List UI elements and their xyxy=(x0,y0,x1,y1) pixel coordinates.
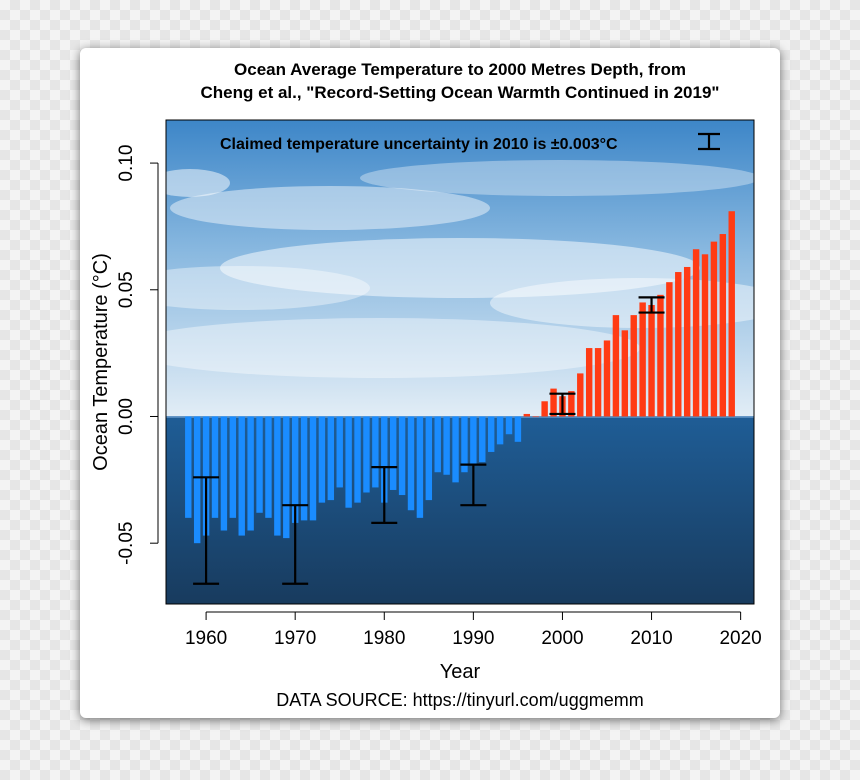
bar-1991 xyxy=(479,416,486,463)
bar-1976 xyxy=(345,416,352,508)
bar-2005 xyxy=(603,340,611,417)
bar-1996 xyxy=(523,413,531,417)
bar-2004 xyxy=(594,348,602,417)
bar-2006 xyxy=(612,315,620,417)
bar-1973 xyxy=(318,416,326,503)
bar-2019 xyxy=(728,211,735,417)
x-tick-label-2000: 2000 xyxy=(541,628,583,649)
bar-1981 xyxy=(389,416,397,490)
bar-1967 xyxy=(265,416,272,518)
y-tick-label-0: -0.05 xyxy=(116,522,137,565)
bar-2014 xyxy=(683,266,691,417)
bar-1982 xyxy=(398,416,406,496)
y-axis: -0.05 0.00 0.05 0.10 xyxy=(116,145,159,565)
bar-1989 xyxy=(461,416,468,473)
bar-1995 xyxy=(514,416,522,442)
bar-1971 xyxy=(300,416,308,521)
bar-2008 xyxy=(630,315,637,417)
bar-2003 xyxy=(585,348,593,417)
x-tick-label-2010: 2010 xyxy=(630,628,672,649)
x-axis-label: Year xyxy=(440,661,481,683)
bar-1987 xyxy=(443,416,450,475)
bar-1997 xyxy=(532,416,539,418)
bar-2011 xyxy=(657,294,664,417)
x-tick-label-2020: 2020 xyxy=(719,628,761,649)
bar-1966 xyxy=(256,416,263,513)
bar-1960 xyxy=(202,416,210,536)
bar-1958 xyxy=(185,416,192,518)
bar-1977 xyxy=(354,416,361,503)
bar-1980 xyxy=(381,416,388,503)
x-tick-label-1960: 1960 xyxy=(185,628,227,649)
bar-2015 xyxy=(692,249,700,417)
bar-1979 xyxy=(372,416,379,488)
bar-2016 xyxy=(701,254,709,417)
bar-2017 xyxy=(710,241,718,417)
bar-1999 xyxy=(550,388,557,417)
bar-1972 xyxy=(309,416,317,521)
chart-svg: Ocean Average Temperature to 2000 Metres… xyxy=(90,60,762,710)
bar-1969 xyxy=(283,416,290,539)
x-axis: 1960 1970 1980 1990 2000 2010 2020 xyxy=(185,611,762,649)
error-bar-2010 xyxy=(638,296,665,314)
bar-1962 xyxy=(220,416,228,531)
y-tick-label-3: 0.10 xyxy=(116,145,137,182)
bar-1963 xyxy=(229,416,237,518)
bar-2012 xyxy=(666,282,673,417)
x-tick-label-1980: 1980 xyxy=(363,628,405,649)
bar-2009 xyxy=(639,302,646,417)
bar-2018 xyxy=(719,234,727,417)
bar-1988 xyxy=(452,416,459,483)
error-bars-group xyxy=(193,296,665,585)
chart-title-line2: Cheng et al., "Record-Setting Ocean Warm… xyxy=(201,83,720,102)
bar-1970 xyxy=(291,416,299,523)
annotation-error-bar-icon xyxy=(698,132,720,151)
error-bar-1970 xyxy=(282,504,309,585)
bar-1992 xyxy=(487,416,495,452)
error-bar-1960 xyxy=(193,476,220,585)
bar-2010 xyxy=(648,304,655,417)
bar-2002 xyxy=(577,373,584,417)
bar-1978 xyxy=(363,416,370,493)
bar-2007 xyxy=(621,330,629,417)
bar-1994 xyxy=(505,416,513,435)
bar-1975 xyxy=(336,416,343,488)
error-bar-2000 xyxy=(549,392,576,416)
bar-1964 xyxy=(238,416,245,536)
bar-2013 xyxy=(675,272,682,417)
data-source: DATA SOURCE: https://tinyurl.com/uggmemm xyxy=(276,690,643,710)
bar-1968 xyxy=(274,416,281,536)
bar-1974 xyxy=(327,416,335,501)
bar-1983 xyxy=(407,416,415,511)
uncertainty-annotation: Claimed temperature uncertainty in 2010 … xyxy=(220,136,618,153)
bar-1993 xyxy=(496,416,504,445)
error-bar-1990 xyxy=(460,463,487,507)
chart-card: Ocean Average Temperature to 2000 Metres… xyxy=(80,48,780,718)
y-axis-label: Ocean Temperature (°C) xyxy=(90,253,112,471)
x-tick-label-1990: 1990 xyxy=(452,628,494,649)
bar-1984 xyxy=(416,416,424,518)
bar-1959 xyxy=(193,416,201,544)
y-tick-label-2: 0.05 xyxy=(116,271,137,308)
bar-2001 xyxy=(568,391,575,417)
bar-1998 xyxy=(541,401,548,417)
plot-frame xyxy=(165,119,755,605)
x-tick-label-1970: 1970 xyxy=(274,628,316,649)
bar-1990 xyxy=(470,416,477,465)
bar-1985 xyxy=(425,416,433,501)
bar-1986 xyxy=(434,416,441,473)
y-tick-label-1: 0.00 xyxy=(116,398,137,435)
error-bar-1980 xyxy=(371,466,398,525)
chart-title-line1: Ocean Average Temperature to 2000 Metres… xyxy=(234,60,686,79)
bars-group xyxy=(185,211,735,544)
bar-1965 xyxy=(247,416,254,531)
bar-1961 xyxy=(211,416,219,518)
